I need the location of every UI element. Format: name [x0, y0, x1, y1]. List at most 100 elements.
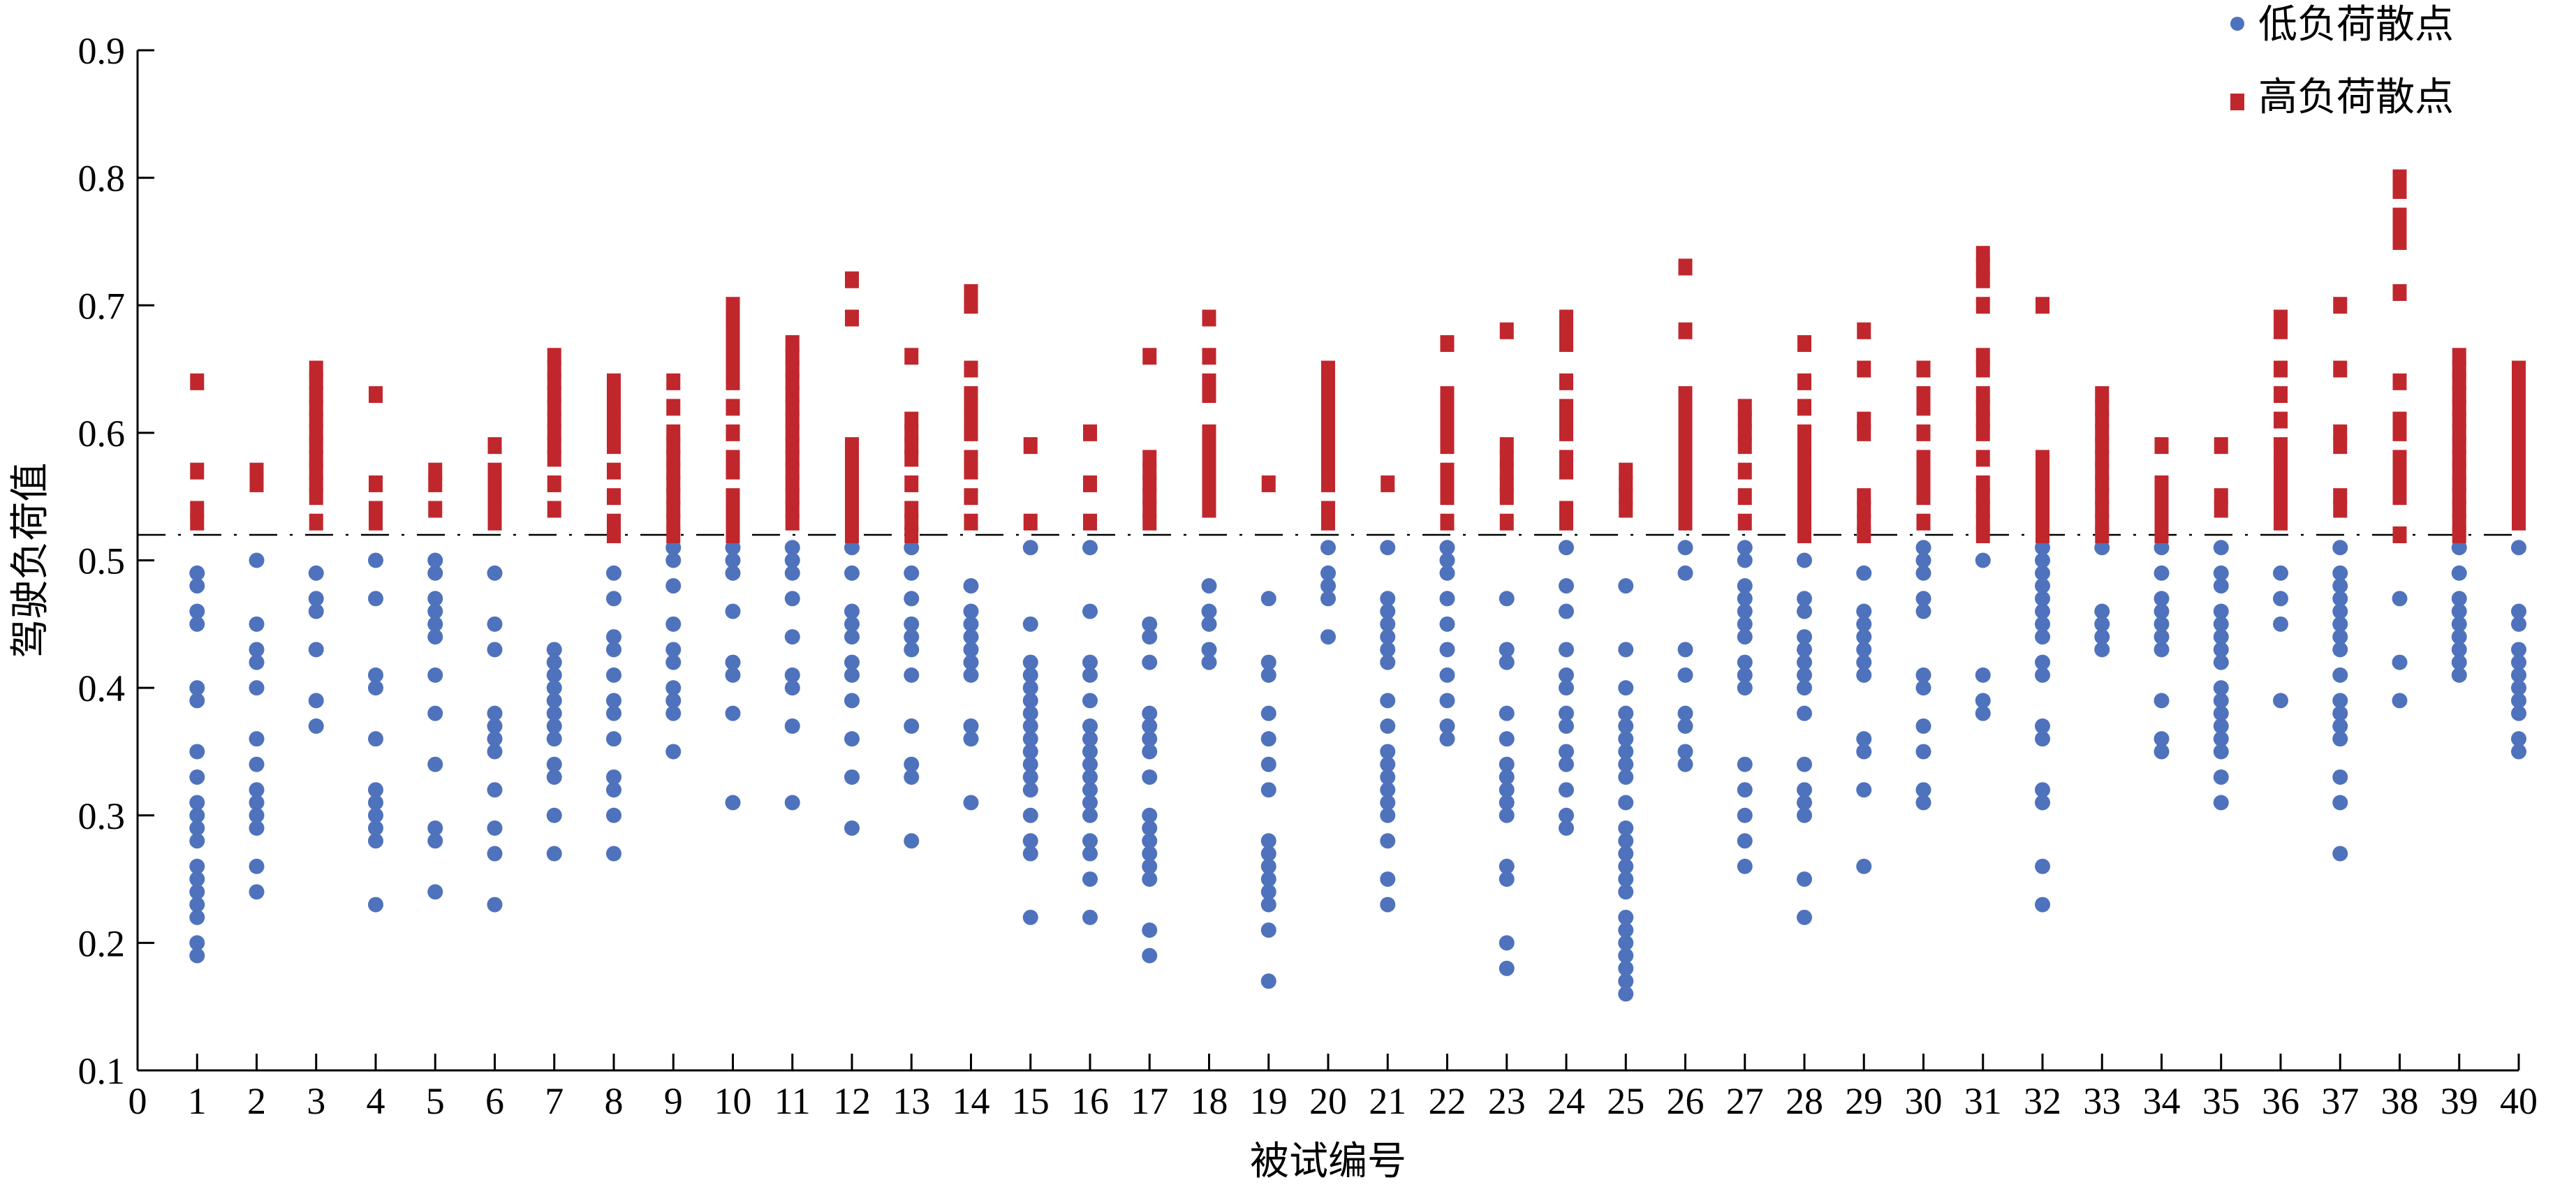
low-load-point [2213, 744, 2229, 760]
high-load-point [1678, 411, 1693, 429]
x-tick-label: 21 [1369, 1080, 1406, 1122]
low-load-point [606, 782, 621, 798]
low-load-point [606, 705, 621, 721]
low-load-point [1737, 603, 1753, 619]
high-load-point [428, 501, 443, 518]
high-load-point [1261, 475, 1276, 492]
high-load-point [1737, 462, 1752, 480]
high-load-point [2452, 399, 2466, 416]
y-tick-label: 0.6 [78, 413, 126, 455]
high-load-point [964, 399, 978, 416]
high-load-point [2333, 297, 2348, 314]
low-load-point [427, 603, 443, 619]
low-load-point [1975, 693, 1991, 709]
high-load-point [1737, 399, 1752, 416]
low-load-point [1915, 782, 1931, 798]
low-load-point [368, 680, 383, 696]
low-load-point [1559, 680, 1574, 696]
low-load-point [1260, 973, 1276, 989]
low-load-point [1618, 769, 1634, 785]
high-load-point [607, 399, 621, 416]
high-load-point [726, 462, 740, 480]
low-load-point [2273, 693, 2288, 709]
high-load-point [845, 462, 859, 480]
low-load-point [249, 807, 265, 823]
low-load-point [1380, 693, 1396, 709]
x-tick-label: 16 [1071, 1080, 1109, 1122]
high-load-point [1381, 475, 1395, 492]
low-load-point [2035, 616, 2050, 632]
low-load-point [1499, 654, 1515, 670]
high-load-point [785, 335, 800, 353]
low-load-point [1618, 578, 1634, 594]
x-tick-label: 7 [545, 1080, 564, 1122]
low-load-point [1082, 807, 1098, 823]
low-load-point [1499, 769, 1515, 785]
low-load-point [1499, 642, 1515, 658]
low-load-point [368, 833, 383, 849]
high-load-point [309, 386, 323, 404]
high-load-point [2452, 386, 2466, 404]
low-load-point [2332, 731, 2348, 747]
low-load-point [1559, 578, 1574, 594]
high-load-point [2095, 462, 2110, 480]
high-load-point [487, 475, 502, 492]
low-load-point [1618, 986, 1634, 1002]
high-load-point [904, 450, 919, 467]
high-load-point [2274, 501, 2288, 518]
low-load-point [2392, 591, 2408, 607]
low-load-point [1380, 807, 1396, 823]
high-load-point [1797, 450, 1811, 467]
high-load-point [1678, 475, 1693, 492]
low-load-point [1082, 833, 1098, 849]
low-load-point [249, 616, 265, 632]
high-load-point [607, 411, 621, 429]
high-load-point [1499, 488, 1514, 506]
high-load-point [190, 462, 205, 480]
low-load-point [1797, 654, 1812, 670]
low-load-point [904, 667, 920, 683]
high-load-point [904, 437, 919, 455]
high-load-point [369, 475, 383, 492]
low-load-point [606, 693, 621, 709]
high-load-point [2512, 462, 2526, 480]
high-load-point [1142, 462, 1157, 480]
high-load-point [1202, 309, 1216, 327]
x-tick-label: 4 [367, 1080, 385, 1122]
x-axis-title: 被试编号 [1250, 1139, 1406, 1184]
low-load-point [1618, 795, 1634, 811]
high-load-point [2154, 526, 2169, 543]
high-load-point [2512, 488, 2526, 506]
high-load-point [2036, 501, 2049, 518]
low-load-point [1559, 744, 1574, 760]
high-load-point [2333, 437, 2348, 455]
x-tick-label: 28 [1786, 1080, 1823, 1122]
high-load-point [309, 360, 323, 378]
high-load-point [2512, 475, 2526, 492]
high-load-point [547, 475, 561, 492]
high-load-point [1440, 488, 1455, 506]
high-load-point [1321, 411, 1335, 429]
low-load-point [1142, 616, 1158, 632]
low-load-point [725, 654, 741, 670]
low-load-point [1380, 897, 1396, 913]
low-load-point [1559, 756, 1574, 772]
high-load-point [547, 399, 561, 416]
high-load-point [2333, 501, 2348, 518]
high-load-point [1975, 386, 1990, 404]
low-load-point [1559, 807, 1574, 823]
low-load-point [1677, 756, 1693, 772]
high-load-point [1916, 450, 1931, 467]
low-load-point [2154, 616, 2170, 632]
low-load-point [2213, 795, 2229, 811]
high-load-point [845, 450, 859, 467]
low-load-point [1499, 935, 1515, 951]
high-load-point [964, 360, 978, 378]
high-load-point [249, 462, 264, 480]
low-load-point [844, 616, 860, 632]
low-load-point [1142, 629, 1158, 645]
low-load-point [606, 731, 621, 747]
low-load-point [1975, 552, 1991, 568]
low-load-point [189, 578, 205, 594]
high-load-point [1975, 399, 1990, 416]
